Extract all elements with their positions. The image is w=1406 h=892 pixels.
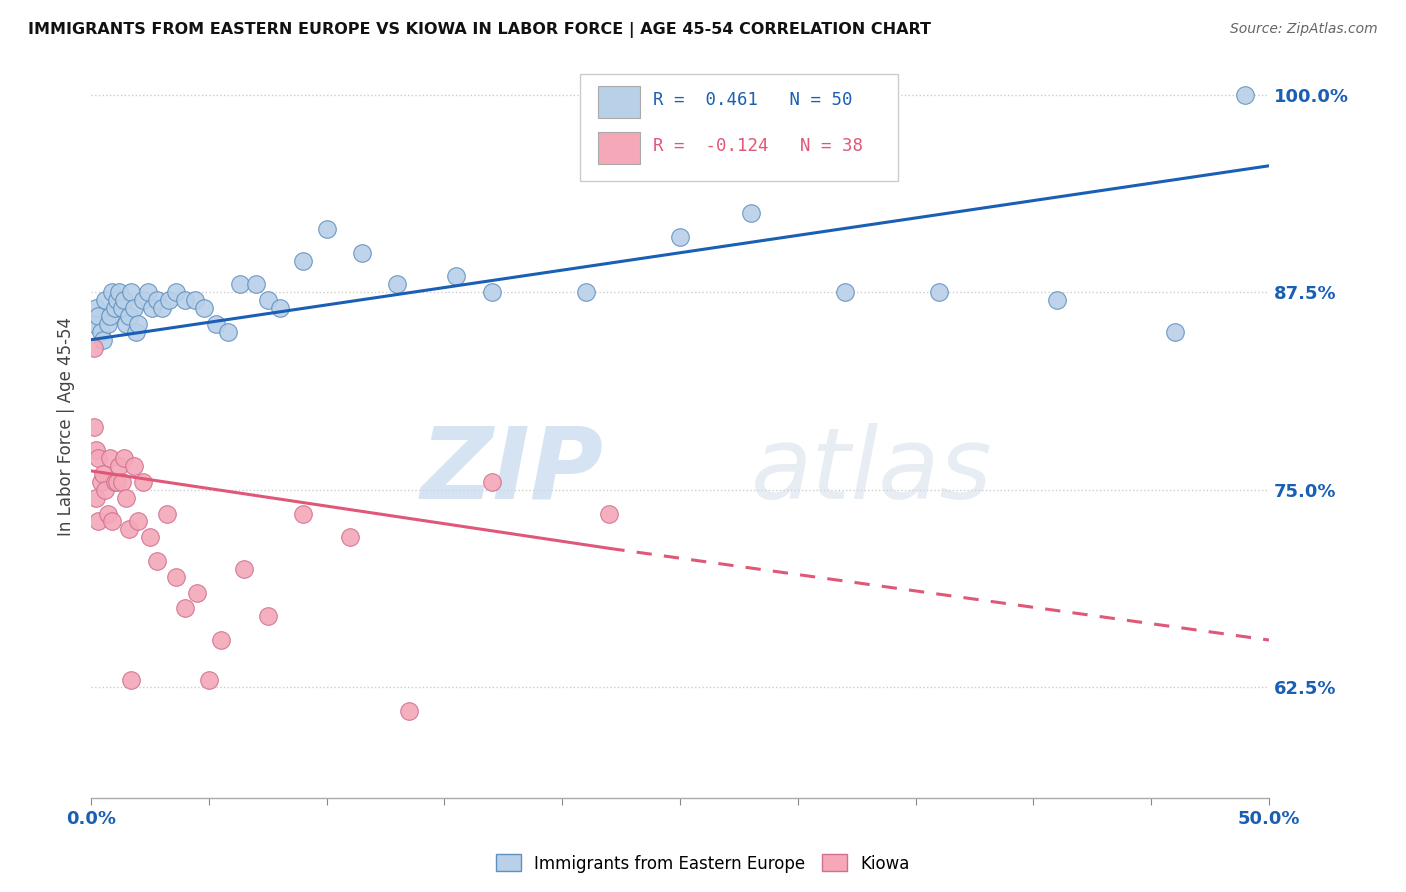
Point (339, 530, 361, 544)
Point (198, 673, 221, 687)
Point (352, 245, 374, 260)
Point (90, 325, 112, 339)
Point (141, 301, 163, 315)
Point (115, 317, 138, 331)
Point (155, 507, 177, 521)
Point (98, 451, 121, 466)
Point (84, 301, 107, 315)
Point (105, 293, 128, 308)
Point (165, 285, 187, 300)
Point (669, 230, 692, 244)
Point (101, 515, 124, 529)
Point (84, 443, 107, 458)
Point (127, 515, 149, 529)
Point (174, 293, 197, 308)
Point (108, 285, 131, 300)
Point (84, 491, 107, 505)
Point (217, 325, 239, 339)
Point (292, 253, 315, 268)
Point (87, 309, 110, 323)
Point (928, 285, 950, 300)
Point (111, 475, 134, 489)
Point (205, 317, 228, 331)
Point (446, 269, 468, 284)
Point (104, 475, 127, 489)
Point (118, 522, 141, 536)
FancyBboxPatch shape (598, 87, 640, 118)
Point (104, 301, 127, 315)
Point (115, 491, 138, 505)
Point (834, 285, 856, 300)
Text: atlas: atlas (751, 423, 993, 520)
Point (132, 293, 155, 308)
Point (256, 609, 278, 624)
Point (150, 301, 173, 315)
Point (165, 570, 187, 584)
Point (146, 293, 169, 308)
Point (174, 601, 197, 615)
Point (292, 507, 315, 521)
Point (94, 293, 117, 308)
Point (157, 293, 180, 308)
Point (108, 459, 131, 474)
Point (112, 293, 135, 308)
Point (139, 530, 162, 544)
Point (125, 325, 148, 339)
Point (481, 475, 503, 489)
Point (97, 317, 120, 331)
Text: R =  -0.124   N = 38: R = -0.124 N = 38 (652, 136, 863, 155)
Point (209, 633, 232, 648)
Point (233, 562, 256, 576)
Point (193, 301, 215, 315)
Point (245, 277, 267, 292)
Point (112, 451, 135, 466)
Point (91, 333, 114, 347)
Point (83, 419, 105, 434)
Text: R =  0.461   N = 50: R = 0.461 N = 50 (652, 91, 852, 109)
Point (1046, 293, 1069, 308)
Point (387, 277, 409, 292)
Point (97, 507, 120, 521)
Text: ZIP: ZIP (420, 423, 603, 520)
Point (83, 341, 105, 355)
Point (228, 277, 250, 292)
Y-axis label: In Labor Force | Age 45-54: In Labor Force | Age 45-54 (58, 318, 75, 536)
Point (186, 585, 208, 599)
Point (118, 309, 141, 323)
Point (740, 206, 762, 220)
Point (1164, 325, 1187, 339)
Point (127, 317, 149, 331)
Legend: Immigrants from Eastern Europe, Kiowa: Immigrants from Eastern Europe, Kiowa (489, 847, 917, 880)
Point (111, 301, 134, 315)
Text: Source: ZipAtlas.com: Source: ZipAtlas.com (1230, 22, 1378, 37)
Point (132, 475, 155, 489)
Point (269, 301, 291, 315)
Point (136, 285, 159, 300)
Text: IMMIGRANTS FROM EASTERN EUROPE VS KIOWA IN LABOR FORCE | AGE 45-54 CORRELATION C: IMMIGRANTS FROM EASTERN EUROPE VS KIOWA … (28, 22, 931, 38)
Point (1234, 87, 1257, 102)
Point (315, 222, 337, 236)
Point (122, 459, 145, 474)
Point (98, 309, 121, 323)
Point (105, 475, 128, 489)
Point (91, 467, 114, 481)
Point (83, 317, 105, 331)
Point (101, 285, 124, 300)
Point (575, 285, 598, 300)
Point (90, 475, 112, 489)
Point (87, 451, 110, 466)
Point (598, 507, 620, 521)
Point (94, 483, 117, 497)
FancyBboxPatch shape (598, 132, 640, 163)
Point (184, 293, 207, 308)
Point (146, 554, 169, 568)
Point (481, 285, 503, 300)
Point (256, 293, 278, 308)
Point (87, 515, 110, 529)
FancyBboxPatch shape (579, 74, 898, 181)
Point (120, 673, 142, 687)
Point (120, 285, 142, 300)
Point (122, 301, 145, 315)
Point (398, 704, 420, 718)
